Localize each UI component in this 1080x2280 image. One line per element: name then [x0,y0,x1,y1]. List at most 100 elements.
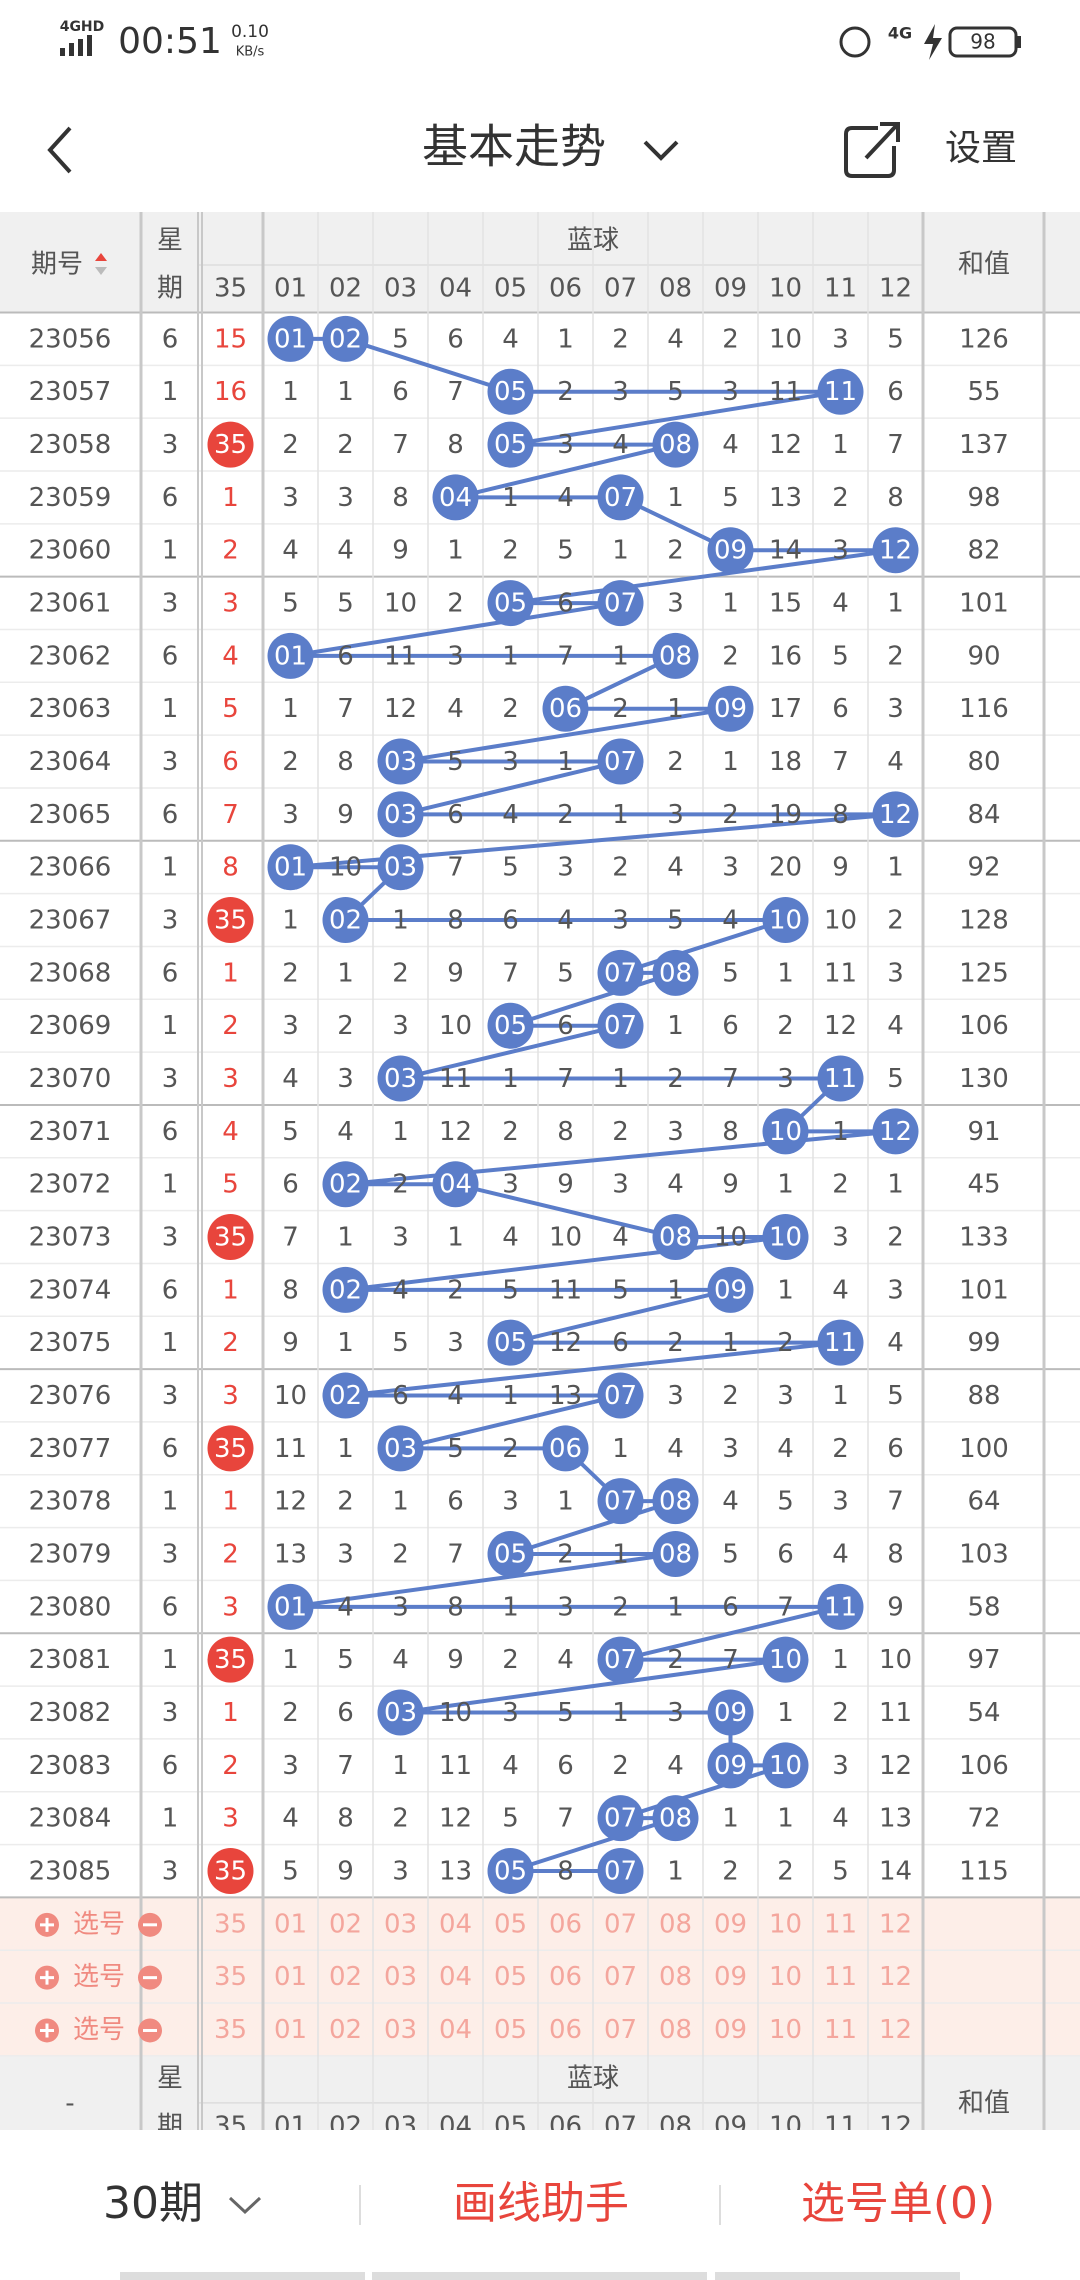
omission-red: 1 [222,1698,239,1728]
select-number[interactable]: 01 [274,1962,307,1992]
weekday: 1 [162,377,179,407]
bottom-bar-bg [0,2130,1080,2280]
select-number[interactable]: 09 [714,1909,747,1939]
omission: 4 [832,589,849,619]
select-number[interactable]: 05 [494,1909,527,1939]
select-number[interactable]: 09 [714,2015,747,2045]
selection-list-button[interactable]: 选号单(0) [801,2178,995,2229]
select-number[interactable]: 02 [329,1909,362,1939]
select-number[interactable]: 10 [769,1909,802,1939]
omission: 1 [612,1540,629,1570]
period-dropdown[interactable] [228,2196,262,2215]
omission: 3 [282,1751,299,1781]
select-number[interactable]: 03 [384,2015,417,2045]
blue-ball [707,1689,754,1736]
select-number[interactable]: 06 [549,1909,582,1939]
column-header: 10 [769,274,802,304]
omission: 4 [392,1275,409,1305]
select-number[interactable]: 03 [384,1962,417,1992]
omission: 3 [832,1487,849,1517]
weekday: 3 [162,430,179,460]
select-number[interactable]: 05 [494,2015,527,2045]
net-speed-unit: KB/s [236,45,265,60]
omission: 4 [557,906,574,936]
issue: 23085 [29,1856,112,1886]
select-number[interactable]: 10 [769,1962,802,1992]
issue: 23078 [29,1487,112,1517]
select-number[interactable]: 11 [824,2015,857,2045]
select-number[interactable]: 35 [214,1909,247,1939]
ball-number: 02 [329,324,362,354]
select-number[interactable]: 07 [604,2015,637,2045]
ball-number: 11 [824,1592,857,1622]
select-number[interactable]: 09 [714,1962,747,1992]
sum: 116 [959,694,1009,724]
ball-number: 05 [494,1540,527,1570]
select-number[interactable]: 35 [214,2015,247,2045]
select-number[interactable]: 08 [659,1962,692,1992]
select-number[interactable]: 08 [659,1909,692,1939]
omission-red: 6 [222,747,239,777]
issue-header[interactable]: 期号 [31,250,83,280]
blue-ball [707,685,754,732]
blue-ball [652,1795,699,1842]
omission: 11 [824,958,857,988]
omission-red: 1 [222,958,239,988]
select-number[interactable]: 04 [439,1909,472,1939]
title-dropdown[interactable] [643,140,679,161]
draw-helper-button[interactable]: 画线助手 [453,2178,629,2229]
select-number[interactable]: 07 [604,1962,637,1992]
select-number[interactable]: 06 [549,1962,582,1992]
select-number[interactable]: 06 [549,2015,582,2045]
select-number[interactable]: 10 [769,2015,802,2045]
omission: 5 [887,1064,904,1094]
select-number[interactable]: 05 [494,1962,527,1992]
scroll-indicator [120,2272,365,2280]
omission: 4 [337,1117,354,1147]
blue-ball [322,897,369,944]
select-number[interactable]: 07 [604,1909,637,1939]
trend-line [290,336,896,1873]
back-button[interactable] [47,126,72,174]
select-number[interactable]: 12 [879,2015,912,2045]
ball-number: 02 [329,1170,362,1200]
ball-number: 07 [604,1856,637,1886]
omission: 6 [392,1381,409,1411]
omission: 1 [337,377,354,407]
blue-ball [872,527,919,574]
omission: 4 [887,1328,904,1358]
omission: 1 [447,1223,464,1253]
select-number[interactable]: 02 [329,1962,362,1992]
select-number[interactable]: 04 [439,2015,472,2045]
omission: 3 [832,536,849,566]
select-number[interactable]: 01 [274,2015,307,2045]
omission: 2 [447,1275,464,1305]
omission: 1 [557,1487,574,1517]
select-number[interactable]: 04 [439,1962,472,1992]
share-button[interactable] [844,122,900,178]
select-number[interactable]: 02 [329,2015,362,2045]
sum: 128 [959,906,1009,936]
select-number[interactable]: 11 [824,1962,857,1992]
issue-header: - [65,2088,74,2118]
select-number[interactable]: 11 [824,1909,857,1939]
select-number[interactable]: 12 [879,1962,912,1992]
settings-button[interactable]: 设置 [945,128,1017,169]
blue-ball [377,791,424,838]
blue-ball [487,421,534,468]
omission: 10 [824,906,857,936]
select-number[interactable]: 01 [274,1909,307,1939]
blue-ball [322,1161,369,1208]
page-title[interactable]: 基本走势 [422,120,606,174]
issue: 23065 [29,800,112,830]
select-number[interactable]: 08 [659,2015,692,2045]
select-number[interactable]: 35 [214,1962,247,1992]
select-number[interactable]: 12 [879,1909,912,1939]
issue: 23069 [29,1011,112,1041]
select-number[interactable]: 03 [384,1909,417,1939]
period-selector[interactable]: 30期 [103,2178,203,2229]
weekday: 3 [162,747,179,777]
omission-red: 4 [222,1117,239,1147]
omission: 4 [887,1011,904,1041]
signal-bar [78,39,83,56]
